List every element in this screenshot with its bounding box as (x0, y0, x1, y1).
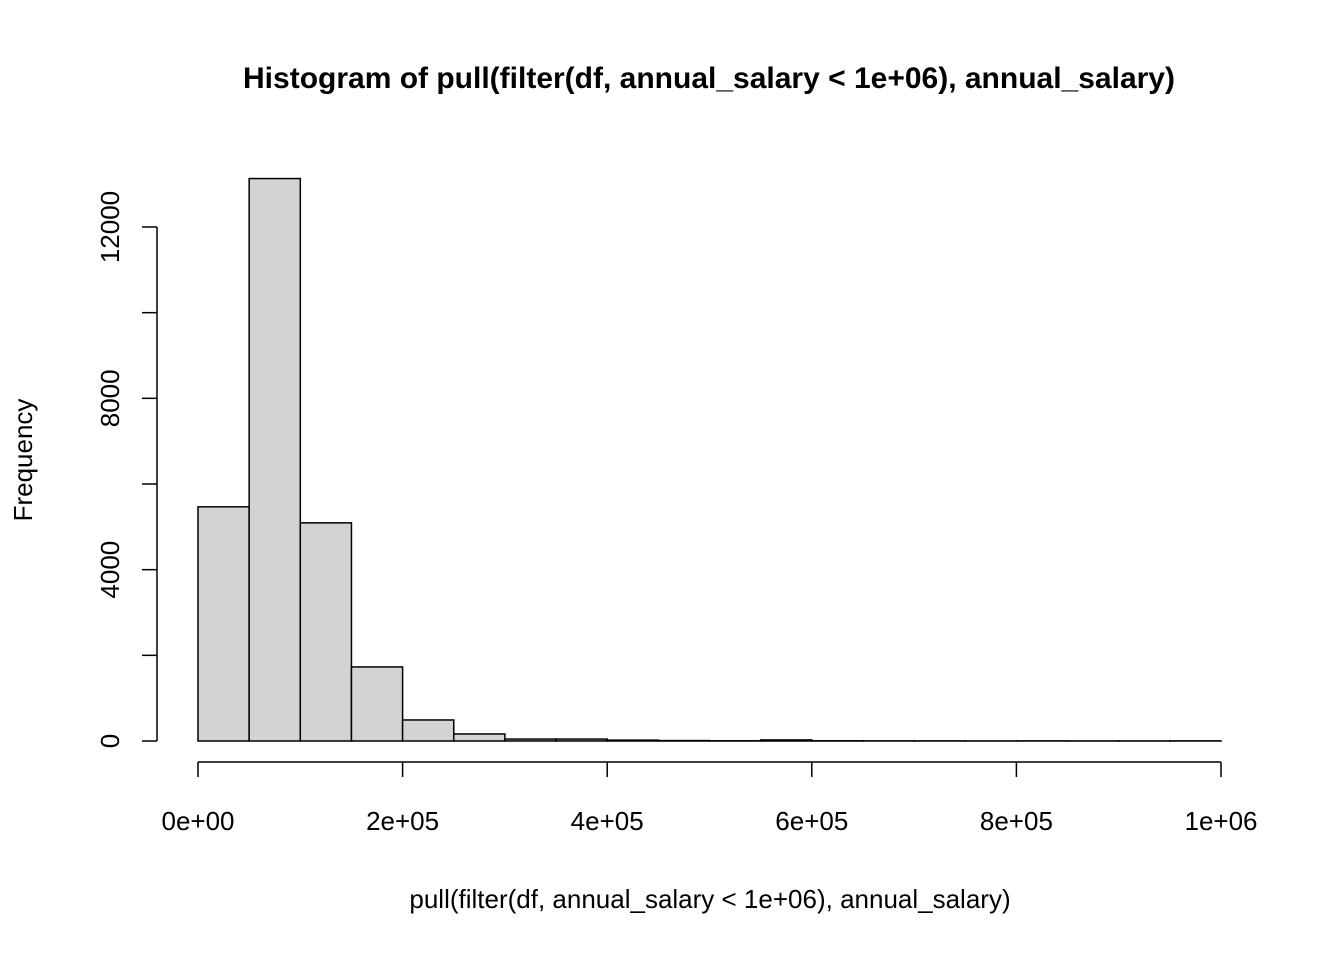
bar (555, 738, 608, 742)
bar (350, 666, 404, 742)
x-tick-label: 1e+06 (1184, 806, 1257, 836)
y-axis-label: Frequency (8, 399, 38, 522)
bar (248, 177, 302, 742)
x-axis-label: pull(filter(df, annual_salary < 1e+06), … (409, 884, 1010, 914)
x-tick-label: 8e+05 (980, 806, 1053, 836)
bar (504, 738, 557, 742)
y-tick-label: 0 (95, 734, 125, 748)
bar (453, 733, 506, 742)
x-tick-label: 2e+05 (366, 806, 439, 836)
y-tick-label: 12000 (95, 191, 125, 263)
y-tick-label: 8000 (95, 369, 125, 427)
x-tick-label: 4e+05 (571, 806, 644, 836)
y-tick-label: 4000 (95, 541, 125, 599)
bar (299, 522, 353, 742)
x-tick-label: 0e+00 (161, 806, 234, 836)
bar (606, 739, 660, 742)
bar (401, 719, 455, 742)
bar (759, 739, 813, 742)
bar (197, 506, 250, 742)
chart-title: Histogram of pull(filter(df, annual_sala… (243, 62, 1175, 95)
x-tick-label: 6e+05 (775, 806, 848, 836)
